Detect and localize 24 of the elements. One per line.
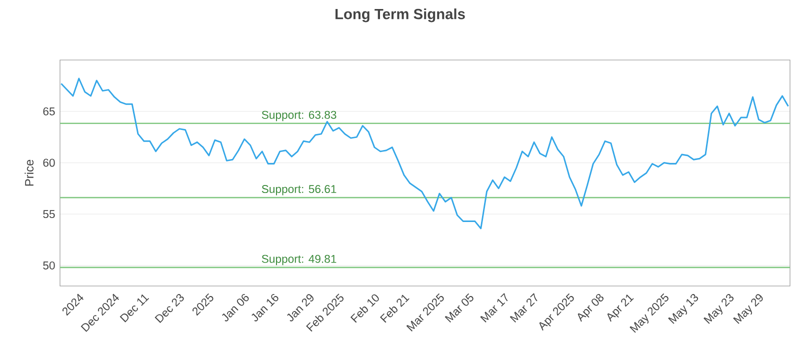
ref-line-label: Support: 63.83 xyxy=(262,110,336,122)
x-tick-label: Dec 11 xyxy=(120,294,150,322)
y-tick-label: 50 xyxy=(43,261,55,270)
x-tick-label: Dec 23 xyxy=(154,294,184,323)
y-tick-label: 65 xyxy=(43,107,55,116)
x-tick-label: May 23 xyxy=(704,294,734,324)
x-tick-label: Jan 06 xyxy=(222,294,249,322)
x-tick-label: Apr 21 xyxy=(607,294,634,322)
y-axis-title: Price xyxy=(24,160,34,186)
x-tick-label: Mar 05 xyxy=(444,293,474,323)
ref-line-label: Support: 56.61 xyxy=(262,185,336,196)
y-tick-label: 55 xyxy=(43,210,55,218)
x-tick-label: Feb 21 xyxy=(380,294,410,323)
y-tick-label: 60 xyxy=(43,158,55,167)
x-tick-label: May 13 xyxy=(668,294,698,324)
chart-title: Long Term Signals xyxy=(336,8,465,22)
x-tick-label: Mar 27 xyxy=(510,293,538,323)
x-tick-label: Apr 08 xyxy=(578,294,604,322)
ref-line-label: Support: 49.81 xyxy=(262,254,336,266)
x-tick-label: Mar 17 xyxy=(480,293,508,322)
x-tick-label: Jan 16 xyxy=(252,294,278,322)
x-tick-label: Jan 29 xyxy=(287,294,314,322)
x-tick-label: May 29 xyxy=(733,294,763,324)
x-tick-label: Feb 10 xyxy=(350,294,379,323)
